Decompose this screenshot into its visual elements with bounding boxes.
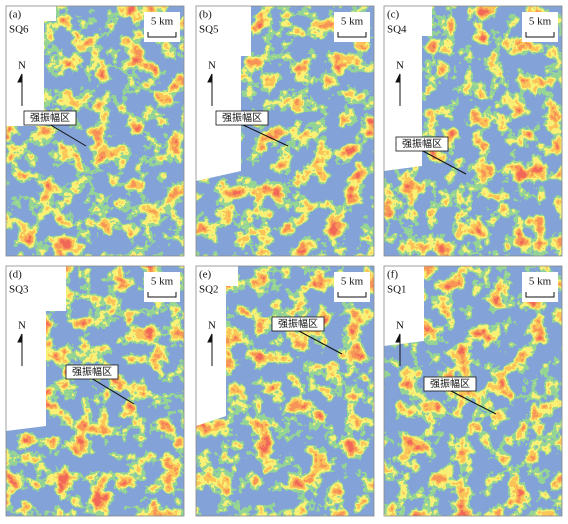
map-panel: (c) SQ4 5 km N 强振幅区 [383, 5, 563, 257]
blank-area [6, 6, 56, 126]
annotation-box [271, 316, 325, 332]
north-arrow [207, 73, 213, 106]
panel-border [195, 5, 375, 257]
north-label: N [208, 320, 216, 332]
north-arrow [395, 73, 401, 106]
annotation-box [215, 110, 269, 126]
panel-label: (d) [9, 269, 22, 281]
map-panel: (d) SQ3 5 km N 强振幅区 [5, 265, 185, 517]
scale-bar [525, 32, 555, 38]
scale-bar [147, 32, 177, 38]
north-arrow [207, 333, 213, 366]
annotation: 强振幅区 [278, 317, 318, 330]
annotation: 强振幅区 [222, 111, 262, 124]
annotation-box [65, 364, 119, 380]
pointer-line [240, 123, 289, 147]
annotation-box [395, 136, 449, 152]
panel-border [5, 5, 185, 257]
panel-border [383, 265, 563, 517]
pointer-line [420, 149, 467, 175]
sequence-label: SQ3 [9, 284, 29, 296]
north-arrow [395, 333, 401, 366]
panel-label: (c) [387, 9, 400, 21]
annotation: 强振幅区 [30, 111, 70, 124]
annotation-box [23, 110, 77, 126]
north-label: N [18, 320, 26, 332]
pointer-line [296, 329, 343, 355]
north-arrow [17, 73, 23, 106]
blank-area [384, 266, 424, 346]
panel-border [5, 265, 185, 517]
sequence-label: SQ1 [387, 284, 407, 296]
annotation: 强振幅区 [72, 365, 112, 378]
sequence-label: SQ2 [199, 284, 219, 296]
north-label: N [396, 320, 404, 332]
scale-label: 5 km [341, 16, 364, 28]
north-arrow [17, 333, 23, 366]
north-label: N [18, 60, 26, 72]
north-label: N [396, 60, 404, 72]
scale-label: 5 km [529, 16, 552, 28]
sequence-label: SQ4 [387, 24, 407, 36]
panel-label: (a) [9, 9, 22, 21]
scale-bar [147, 292, 177, 298]
annotation: 强振幅区 [430, 377, 470, 390]
blank-area [384, 6, 432, 171]
panel-border [195, 265, 375, 517]
blank-area [6, 266, 66, 431]
map-panel: (f) SQ1 5 km N 强振幅区 [383, 265, 563, 517]
scale-bar [525, 292, 555, 298]
scale-label: 5 km [151, 276, 174, 288]
north-label: N [208, 60, 216, 72]
scale-bar [337, 32, 367, 38]
sequence-label: SQ6 [9, 24, 29, 36]
scale-label: 5 km [341, 276, 364, 288]
annotation: 强振幅区 [402, 137, 442, 150]
panel-label: (f) [387, 269, 398, 281]
pointer-line [448, 389, 497, 415]
scale-label: 5 km [151, 16, 174, 28]
sequence-label: SQ5 [199, 24, 219, 36]
panel-label: (e) [199, 269, 212, 281]
blank-area [196, 266, 238, 426]
blank-area [196, 6, 251, 181]
annotation-box [423, 376, 477, 392]
map-panel: (b) SQ5 5 km N 强振幅区 [195, 5, 375, 257]
panel-label: (b) [199, 9, 212, 21]
panel-border [383, 5, 563, 257]
map-panel: (a) SQ6 5 km N 强振幅区 [5, 5, 185, 257]
scale-label: 5 km [529, 276, 552, 288]
scale-bar [337, 292, 367, 298]
map-panel: (e) SQ2 5 km N 强振幅区 [195, 265, 375, 517]
pointer-line [48, 123, 87, 147]
pointer-line [90, 377, 135, 405]
